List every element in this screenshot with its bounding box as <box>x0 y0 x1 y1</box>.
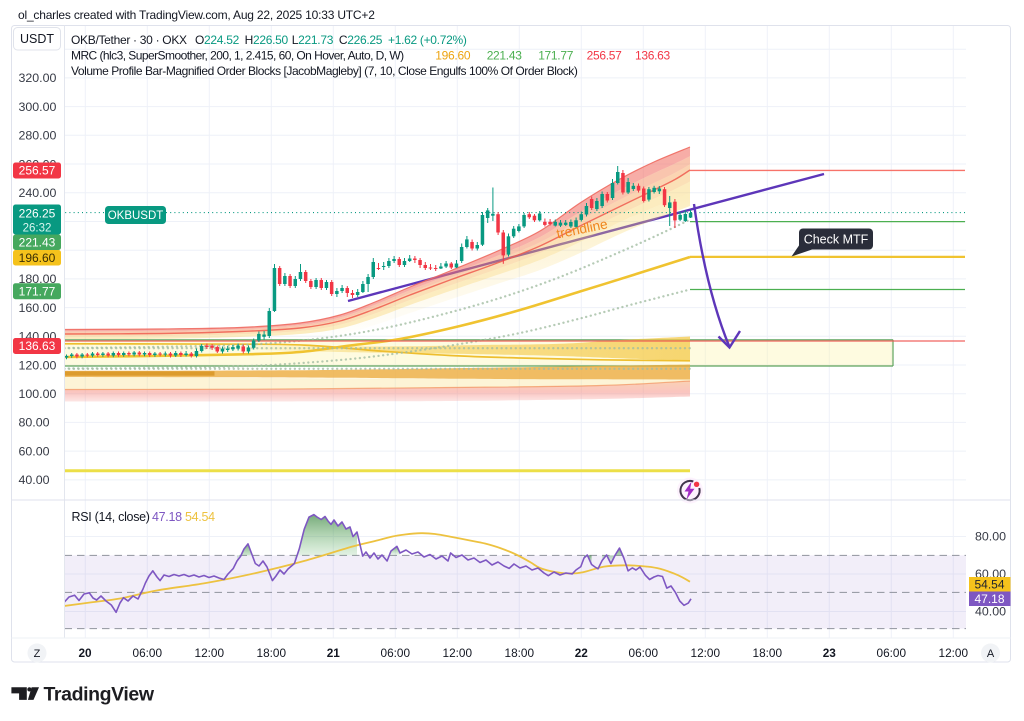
svg-text:RSI (14, close): RSI (14, close) <box>72 510 150 524</box>
svg-text:18:00: 18:00 <box>753 646 783 660</box>
svg-text:54.54: 54.54 <box>974 577 1004 591</box>
svg-text:21: 21 <box>327 646 341 660</box>
svg-text:12:00: 12:00 <box>195 646 225 660</box>
svg-text:26:32: 26:32 <box>23 223 52 235</box>
svg-text:256.57: 256.57 <box>19 164 56 178</box>
svg-text:12:00: 12:00 <box>443 646 473 660</box>
svg-text:171.77: 171.77 <box>19 284 56 298</box>
svg-text:22: 22 <box>575 646 589 660</box>
svg-text:240.00: 240.00 <box>19 186 57 200</box>
svg-text:196.60: 196.60 <box>19 251 56 265</box>
svg-text:USDT: USDT <box>20 32 54 46</box>
svg-text:20: 20 <box>78 646 92 660</box>
svg-text:60.00: 60.00 <box>19 444 50 458</box>
svg-text:Volume Profile Bar-Magnified O: Volume Profile Bar-Magnified Order Block… <box>71 64 578 78</box>
svg-text:C226.25: C226.25 <box>339 33 383 47</box>
svg-text:40.00: 40.00 <box>19 473 50 487</box>
svg-text:80.00: 80.00 <box>19 416 50 430</box>
svg-text:320.00: 320.00 <box>19 71 57 85</box>
svg-text:12:00: 12:00 <box>939 646 969 660</box>
svg-text:54.54: 54.54 <box>185 510 215 524</box>
svg-text:196.60: 196.60 <box>435 49 471 63</box>
svg-text:TradingView: TradingView <box>44 683 155 705</box>
svg-text:23: 23 <box>823 646 837 660</box>
svg-text:100.00: 100.00 <box>19 387 57 401</box>
svg-text:280.00: 280.00 <box>19 129 57 143</box>
svg-text:18:00: 18:00 <box>257 646 287 660</box>
svg-text:300.00: 300.00 <box>19 100 57 114</box>
svg-text:180.00: 180.00 <box>19 272 57 286</box>
svg-text:12:00: 12:00 <box>691 646 721 660</box>
svg-text:160.00: 160.00 <box>19 301 57 315</box>
svg-text:256.57: 256.57 <box>587 49 623 63</box>
svg-text:221.43: 221.43 <box>487 49 523 63</box>
svg-text:06:00: 06:00 <box>381 646 411 660</box>
svg-text:OKB/Tether · 30 · OKX: OKB/Tether · 30 · OKX <box>71 33 187 47</box>
svg-text:ol_charles created with Tradin: ol_charles created with TradingView.com,… <box>18 8 375 22</box>
svg-text:Z: Z <box>34 648 41 660</box>
svg-text:A: A <box>987 648 995 660</box>
svg-text:171.77: 171.77 <box>538 49 574 63</box>
svg-text:40.00: 40.00 <box>975 605 1006 619</box>
svg-text:Check MTF: Check MTF <box>804 233 869 247</box>
svg-text:MRC (hlc3, SuperSmoother, 200,: MRC (hlc3, SuperSmoother, 200, 1, 2.415,… <box>71 49 404 63</box>
svg-text:O224.52: O224.52 <box>195 33 240 47</box>
svg-text:18:00: 18:00 <box>505 646 535 660</box>
svg-text:06:00: 06:00 <box>877 646 907 660</box>
svg-text:136.63: 136.63 <box>635 49 671 63</box>
svg-text:H226.50: H226.50 <box>245 33 289 47</box>
svg-text:47.18: 47.18 <box>974 592 1004 606</box>
svg-text:221.43: 221.43 <box>19 235 56 249</box>
svg-text:47.18: 47.18 <box>152 510 182 524</box>
svg-text:226.25: 226.25 <box>19 207 56 221</box>
svg-text:L221.73: L221.73 <box>292 33 334 47</box>
svg-text:OKBUSDT: OKBUSDT <box>108 210 164 222</box>
svg-text:06:00: 06:00 <box>629 646 659 660</box>
svg-text:+1.62 (+0.72%): +1.62 (+0.72%) <box>388 33 467 47</box>
svg-text:80.00: 80.00 <box>975 530 1006 544</box>
svg-text:136.63: 136.63 <box>19 339 56 353</box>
svg-text:06:00: 06:00 <box>133 646 163 660</box>
svg-text:120.00: 120.00 <box>19 358 57 372</box>
